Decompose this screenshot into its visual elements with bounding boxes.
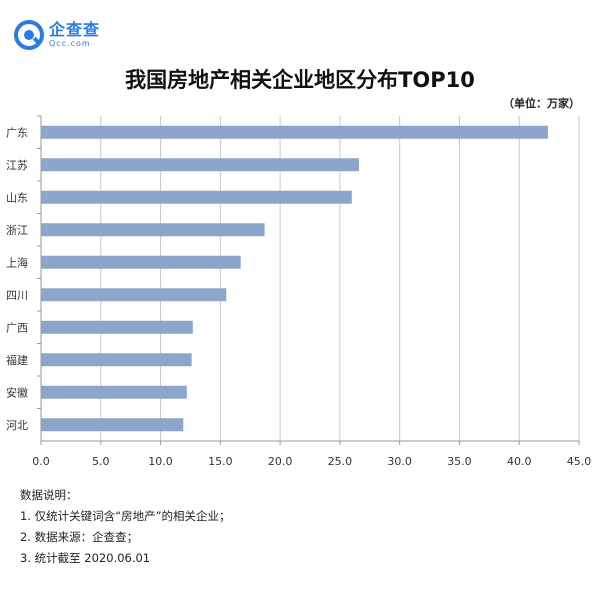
bar (41, 190, 352, 204)
category-label: 山东 (6, 191, 28, 204)
bar (41, 255, 241, 269)
x-tick-label: 25.0 (328, 455, 353, 468)
bar (41, 125, 548, 139)
note-item-1: 1. 仅统计关键词含“房地产”的相关企业； (20, 509, 231, 523)
category-label: 安徽 (6, 385, 28, 399)
note-item-3: 3. 统计截至 2020.06.01 (20, 551, 151, 565)
x-tick-label: 40.0 (507, 455, 532, 468)
category-label: 广东 (6, 126, 28, 139)
chart-title: 我国房地产相关企业地区分布TOP10 (125, 68, 475, 92)
x-tick-label: 45.0 (567, 455, 592, 468)
category-label: 上海 (6, 255, 28, 269)
x-tick-label: 35.0 (447, 455, 472, 468)
x-tick-label: 15.0 (208, 455, 233, 468)
x-tick-label: 10.0 (148, 455, 173, 468)
category-label: 四川 (6, 289, 28, 302)
bar (41, 353, 192, 367)
bar (41, 223, 265, 237)
bar (41, 158, 360, 172)
x-tick-label: 5.0 (92, 455, 110, 468)
chart-unit: （单位：万家） (503, 97, 580, 110)
category-label: 江苏 (6, 159, 28, 172)
logo-name: 企查查 (49, 20, 101, 39)
brand-logo: 企查查 Qcc.com (14, 20, 100, 50)
notes-heading: 数据说明： (20, 488, 78, 502)
x-tick-label: 20.0 (268, 455, 293, 468)
data-notes: 数据说明： 1. 仅统计关键词含“房地产”的相关企业； 2. 数据来源：企查查；… (20, 485, 231, 569)
bar (41, 288, 227, 302)
category-label: 河北 (6, 419, 28, 432)
qcc-logo-icon (14, 20, 44, 50)
category-label: 浙江 (6, 224, 28, 237)
note-item-2: 2. 数据来源：企查查； (20, 530, 139, 544)
bar (41, 385, 187, 399)
bar (41, 418, 184, 432)
x-tick-label: 0.0 (32, 455, 50, 468)
category-label: 广西 (6, 321, 28, 334)
bar (41, 320, 193, 334)
logo-domain: Qcc.com (49, 39, 91, 48)
x-tick-label: 30.0 (387, 455, 412, 468)
bar-chart: 0.0 5.0 10.0 15.0 20.0 25.0 30.0 35.0 40.0 45.0 广东… (6, 115, 592, 468)
category-label: 福建 (6, 353, 28, 367)
